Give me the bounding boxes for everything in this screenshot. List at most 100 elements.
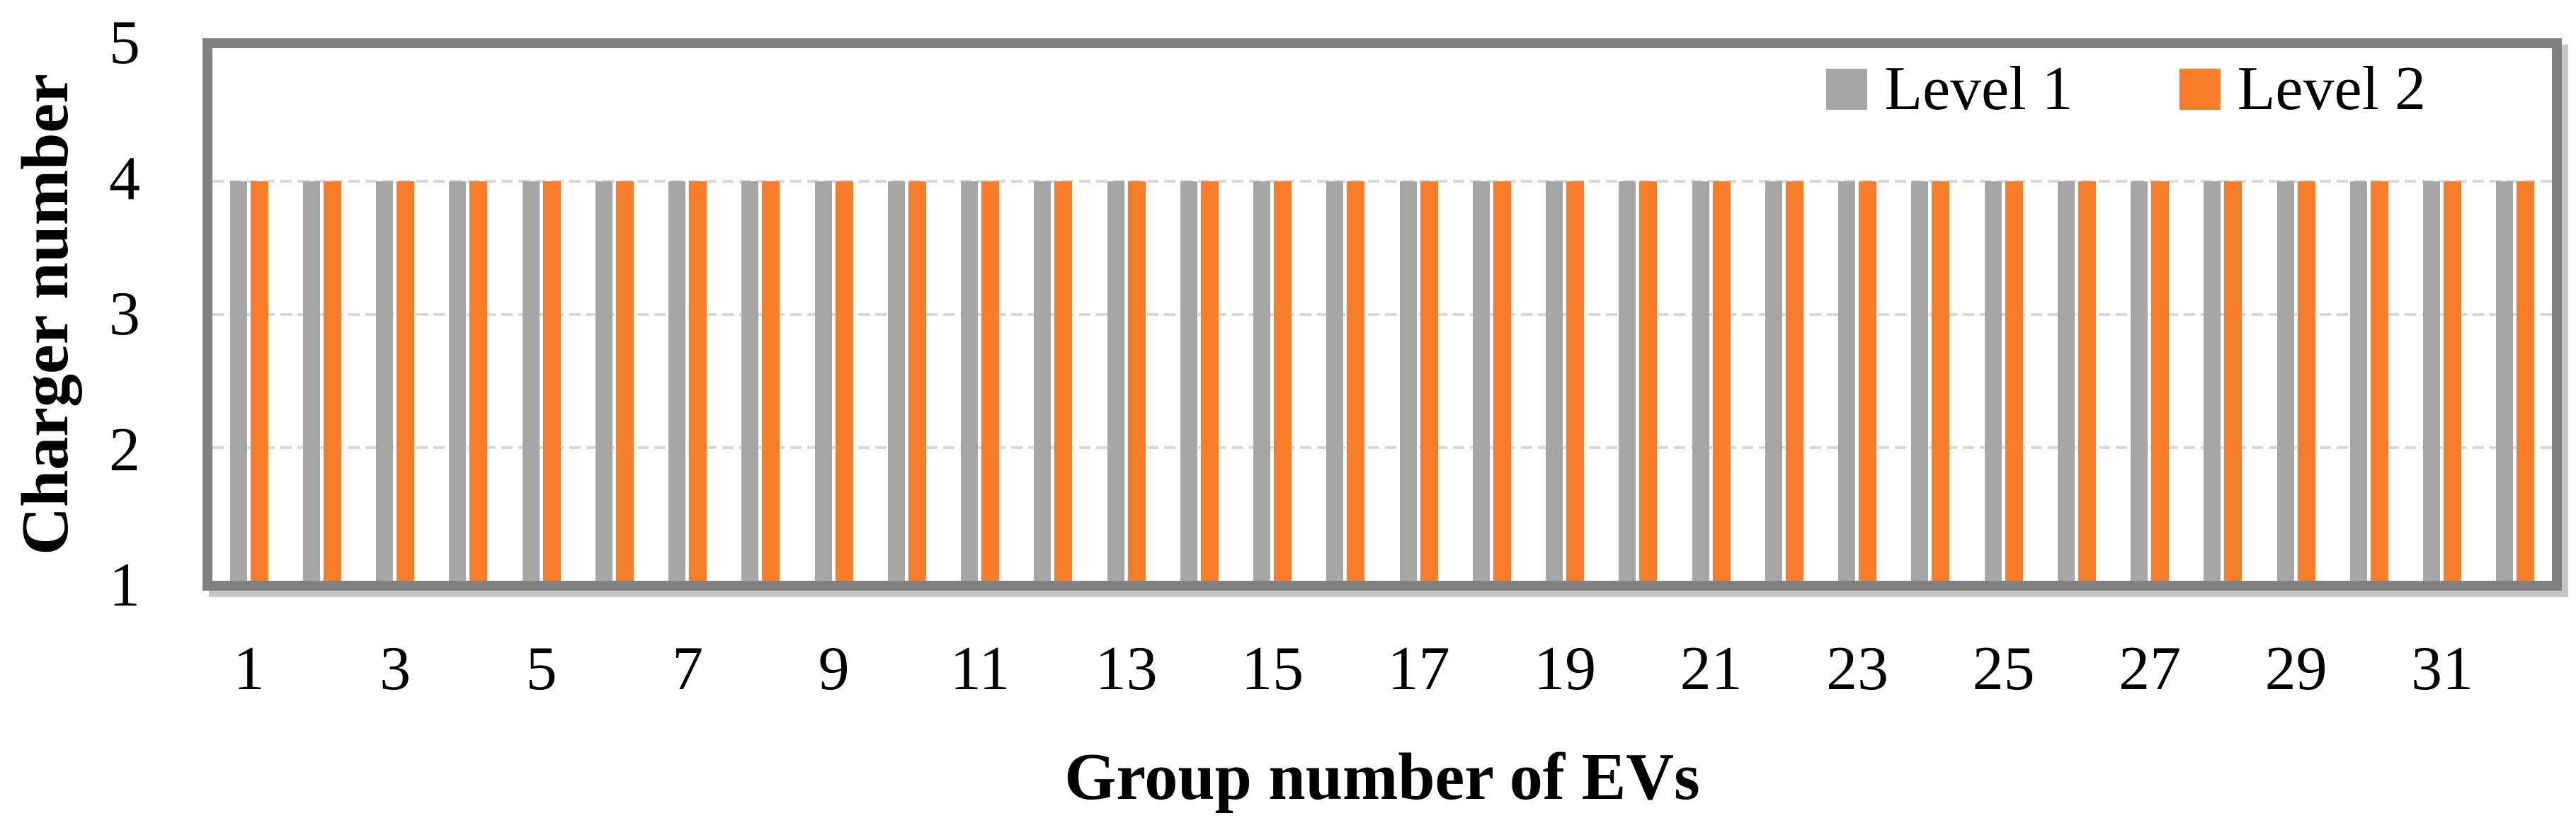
bar-group-23: [1821, 48, 1894, 581]
bar-level2-group-11: [981, 181, 1000, 581]
bar-group-28: [2187, 48, 2259, 581]
x-tick-empty-6: [578, 630, 651, 708]
bar-level1-group-18: [1472, 181, 1490, 581]
bar-level2-group-8: [762, 181, 780, 581]
legend-label-level1: Level 1: [1884, 55, 2073, 123]
bar-level2-group-23: [1859, 181, 1877, 581]
x-tick-label-3: 3: [380, 635, 411, 703]
bar-level1-group-24: [1911, 181, 1929, 581]
bar-group-19: [1529, 48, 1602, 581]
bar-group-1: [212, 48, 285, 581]
bar-level2-group-32: [2517, 181, 2535, 581]
x-tick-empty-2: [285, 630, 358, 708]
bar-level1-group-11: [961, 181, 979, 581]
bar-level1-group-1: [229, 181, 247, 581]
y-tick-label-2: 2: [109, 415, 140, 484]
y-axis-tick-labels: 1 2 3 4 5: [0, 0, 149, 823]
bar-level1-group-13: [1107, 181, 1124, 581]
gridline-y-4: [212, 180, 2552, 183]
bar-level1-group-17: [1399, 181, 1417, 581]
bar-level1-group-3: [376, 181, 394, 581]
level2-legend-swatch: [2179, 69, 2221, 110]
x-tick-empty-26: [2040, 630, 2113, 708]
bar-group-31: [2406, 48, 2479, 581]
bar-group-24: [1894, 48, 1967, 581]
bar-level2-group-14: [1200, 181, 1219, 581]
x-tick-label-13: 13: [1095, 635, 1158, 703]
bar-group-32: [2479, 48, 2552, 581]
bar-group-15: [1236, 48, 1309, 581]
legend-item-level1: Level 1: [1826, 58, 2073, 120]
legend: Level 1 Level 2: [1826, 58, 2426, 120]
bar-group-5: [505, 48, 578, 581]
x-axis-title: Group number of EVs: [1064, 740, 1700, 814]
bar-level2-group-13: [1127, 181, 1146, 581]
bar-level1-group-32: [2496, 181, 2514, 581]
bar-level2-group-2: [323, 181, 341, 581]
bar-level1-group-25: [1984, 181, 2002, 581]
bar-level1-group-27: [2131, 181, 2148, 581]
y-tick-label-5: 5: [109, 8, 140, 77]
x-tick-label-11: 11: [950, 635, 1010, 703]
bar-level2-group-12: [1054, 181, 1073, 581]
bar-group-30: [2332, 48, 2405, 581]
bar-group-18: [1455, 48, 1528, 581]
bar-level2-group-15: [1274, 181, 1292, 581]
bar-group-7: [651, 48, 724, 581]
x-tick-label-15: 15: [1241, 635, 1304, 703]
bar-level1-group-21: [1692, 181, 1709, 581]
x-tick-empty-12: [1017, 630, 1090, 708]
bar-level2-group-16: [1347, 181, 1365, 581]
bar-level1-group-16: [1326, 181, 1344, 581]
bar-group-26: [2040, 48, 2113, 581]
gridline-y-3: [212, 313, 2552, 316]
bar-group-21: [1675, 48, 1748, 581]
bar-level1-group-9: [814, 181, 832, 581]
x-tick-empty-16: [1309, 630, 1382, 708]
x-tick-empty-24: [1894, 630, 1967, 708]
x-tick-label-9: 9: [818, 635, 850, 703]
bar-group-20: [1602, 48, 1675, 581]
x-tick-empty-30: [2332, 630, 2405, 708]
level1-legend-swatch: [1826, 69, 1868, 110]
x-tick-label-21: 21: [1680, 635, 1743, 703]
y-tick-label-1: 1: [109, 551, 140, 620]
x-tick-label-25: 25: [1972, 635, 2035, 703]
bar-level2-group-3: [397, 181, 415, 581]
gridline-y-2: [212, 446, 2552, 449]
bar-group-9: [797, 48, 870, 581]
x-tick-empty-10: [870, 630, 943, 708]
x-tick-label-17: 17: [1387, 635, 1450, 703]
x-tick-label-7: 7: [672, 635, 704, 703]
bar-group-14: [1163, 48, 1236, 581]
bar-level2-group-24: [1932, 181, 1950, 581]
bar-level1-group-23: [1838, 181, 1856, 581]
bar-level2-group-6: [615, 181, 634, 581]
x-tick-empty-14: [1163, 630, 1236, 708]
x-tick-label-23: 23: [1826, 635, 1889, 703]
bar-group-8: [724, 48, 797, 581]
bar-level2-group-21: [1712, 181, 1731, 581]
bar-level1-group-7: [668, 181, 686, 581]
bar-level1-group-14: [1180, 181, 1197, 581]
bar-level2-group-22: [1785, 181, 1803, 581]
bar-group-4: [432, 48, 505, 581]
bar-group-2: [285, 48, 358, 581]
bar-level2-group-4: [469, 181, 488, 581]
x-tick-empty-32: [2479, 630, 2552, 708]
bar-level2-group-17: [1420, 181, 1438, 581]
x-axis-tick-labels: 1 3 5 7 9 11 13 15 17 19 21 23 25 27 29 31: [212, 630, 2552, 708]
gridlines: [212, 48, 2552, 581]
bar-level1-group-31: [2423, 181, 2441, 581]
bar-level2-group-29: [2297, 181, 2315, 581]
bar-group-12: [1017, 48, 1090, 581]
plot-area: Level 1 Level 2: [203, 38, 2562, 591]
bar-group-13: [1090, 48, 1163, 581]
x-tick-label-31: 31: [2411, 635, 2474, 703]
bar-level2-group-9: [835, 181, 853, 581]
bar-level1-group-19: [1546, 181, 1563, 581]
bar-level2-group-31: [2444, 181, 2462, 581]
x-tick-label-19: 19: [1534, 635, 1597, 703]
bar-level2-group-25: [2005, 181, 2023, 581]
